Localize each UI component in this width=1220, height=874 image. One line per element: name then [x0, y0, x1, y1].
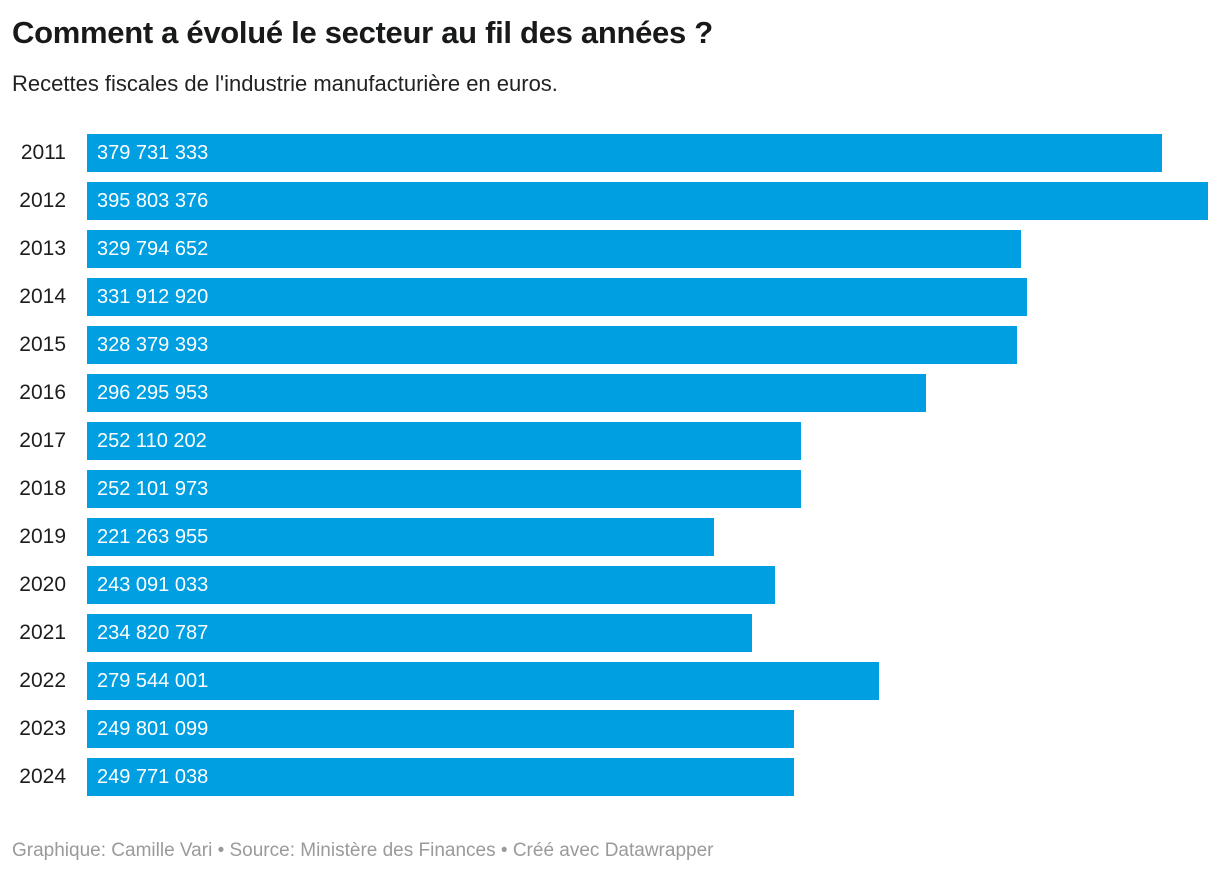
bar-track: 252 110 202: [87, 422, 1208, 460]
bar: 328 379 393: [87, 326, 1018, 364]
bar-value-label: 328 379 393: [97, 333, 209, 356]
chart-row: 2011 379 731 333: [12, 134, 1208, 172]
chart-title: Comment a évolué le secteur au fil des a…: [12, 15, 713, 50]
bar-track: 296 295 953: [87, 374, 1208, 412]
bar-track: 234 820 787: [87, 614, 1208, 652]
chart-row: 2014 331 912 920: [12, 278, 1208, 316]
bar: 331 912 920: [87, 278, 1028, 316]
bar-value-label: 249 801 099: [97, 717, 209, 740]
chart-row: 2015 328 379 393: [12, 326, 1208, 364]
bar-value-label: 279 544 001: [97, 669, 209, 692]
year-label: 2020: [19, 573, 66, 596]
year-label: 2021: [19, 621, 66, 644]
chart-subtitle: Recettes fiscales de l'industrie manufac…: [12, 71, 558, 96]
bar: 243 091 033: [87, 566, 776, 604]
bar-track: 329 794 652: [87, 230, 1208, 268]
bar-value-label: 234 820 787: [97, 621, 209, 644]
year-label: 2023: [19, 717, 66, 740]
bar-value-label: 252 110 202: [97, 429, 207, 452]
bar: 296 295 953: [87, 374, 927, 412]
chart-row: 2020 243 091 033: [12, 566, 1208, 604]
year-label: 2011: [20, 141, 66, 164]
year-label: 2022: [19, 669, 66, 692]
year-label: 2016: [19, 381, 66, 404]
bar: 252 110 202: [87, 422, 802, 460]
bar: 279 544 001: [87, 662, 879, 700]
bar-value-label: 252 101 973: [97, 477, 209, 500]
bar-track: 379 731 333: [87, 134, 1208, 172]
bar-value-label: 243 091 033: [97, 573, 209, 596]
bar-value-label: 221 263 955: [97, 525, 209, 548]
bar-track: 243 091 033: [87, 566, 1208, 604]
bar-track: 395 803 376: [87, 182, 1208, 220]
year-label: 2019: [19, 525, 66, 548]
year-label: 2015: [19, 333, 66, 356]
year-label: 2012: [19, 189, 66, 212]
chart-row: 2019 221 263 955: [12, 518, 1208, 556]
chart-row: 2013 329 794 652: [12, 230, 1208, 268]
bar-track: 328 379 393: [87, 326, 1208, 364]
bar-value-label: 395 803 376: [97, 189, 209, 212]
bar: 379 731 333: [87, 134, 1163, 172]
year-label: 2014: [19, 285, 66, 308]
bar-track: 221 263 955: [87, 518, 1208, 556]
chart-footer-byline: Graphique: Camille Vari • Source: Minist…: [12, 840, 714, 861]
year-label: 2024: [19, 765, 66, 788]
bar-value-label: 329 794 652: [97, 237, 209, 260]
bar: 249 771 038: [87, 758, 795, 796]
chart-row: 2017 252 110 202: [12, 422, 1208, 460]
chart-row: 2012 395 803 376: [12, 182, 1208, 220]
bar-value-label: 331 912 920: [97, 285, 209, 308]
bar: 234 820 787: [87, 614, 753, 652]
bar: 221 263 955: [87, 518, 714, 556]
bar: 329 794 652: [87, 230, 1022, 268]
chart-row: 2023 249 801 099: [12, 710, 1208, 748]
bar-track: 331 912 920: [87, 278, 1208, 316]
year-label: 2013: [19, 237, 66, 260]
bar: 395 803 376: [87, 182, 1208, 220]
bar-value-label: 379 731 333: [97, 141, 209, 164]
bar-track: 279 544 001: [87, 662, 1208, 700]
bar-track: 249 771 038: [87, 758, 1208, 796]
year-label: 2018: [19, 477, 66, 500]
chart-row: 2016 296 295 953: [12, 374, 1208, 412]
bar-track: 252 101 973: [87, 470, 1208, 508]
chart-row: 2024 249 771 038: [12, 758, 1208, 796]
bar-value-label: 296 295 953: [97, 381, 209, 404]
chart-row: 2021 234 820 787: [12, 614, 1208, 652]
bar-chart: 2011 379 731 333 2012 395 803 376 2013 329 79…: [12, 134, 1208, 796]
bar: 249 801 099: [87, 710, 795, 748]
chart-row: 2018 252 101 973: [12, 470, 1208, 508]
year-label: 2017: [19, 429, 66, 452]
bar: 252 101 973: [87, 470, 801, 508]
chart-row: 2022 279 544 001: [12, 662, 1208, 700]
bar-value-label: 249 771 038: [97, 765, 209, 788]
bar-track: 249 801 099: [87, 710, 1208, 748]
